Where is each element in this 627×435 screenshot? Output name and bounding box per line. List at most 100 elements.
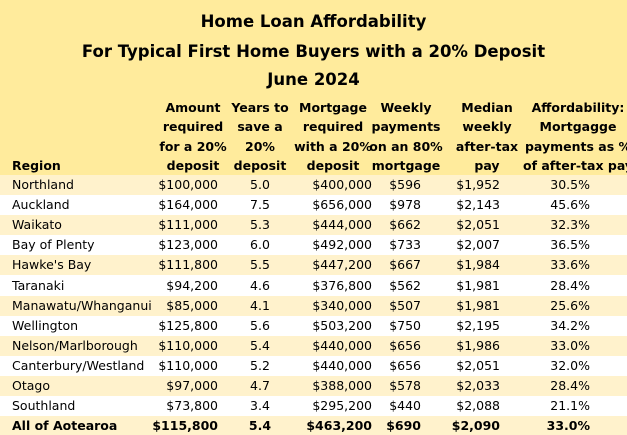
table-cell: 7.5 bbox=[250, 197, 270, 213]
row-background bbox=[0, 215, 627, 236]
table-cell: $440,000 bbox=[312, 357, 372, 373]
table-cell: Otago bbox=[12, 378, 50, 394]
table-cell: $340,000 bbox=[312, 297, 372, 313]
row-background bbox=[0, 195, 627, 216]
column-header: deposit bbox=[306, 158, 360, 173]
table-cell: $123,000 bbox=[158, 237, 218, 253]
table-cell: 5.5 bbox=[250, 257, 270, 273]
table-cell: Waikato bbox=[12, 217, 62, 233]
column-header: with a 20% bbox=[294, 138, 372, 154]
table-cell: 21.1% bbox=[550, 398, 590, 414]
table-cell: $388,000 bbox=[312, 378, 372, 394]
table-cell: 5.4 bbox=[248, 418, 272, 434]
table-cell: Canterbury/Westland bbox=[12, 357, 145, 373]
column-header: required bbox=[302, 119, 364, 135]
column-header: Weekly bbox=[380, 99, 432, 115]
table-cell: 45.6% bbox=[550, 197, 590, 213]
row-background bbox=[0, 396, 627, 417]
table-cell: $733 bbox=[389, 237, 421, 253]
column-header: pay bbox=[474, 158, 500, 173]
table-cell: $85,000 bbox=[166, 297, 218, 313]
header-background bbox=[0, 0, 627, 175]
column-header: save a bbox=[237, 119, 283, 135]
column-header: Affordability: bbox=[531, 99, 625, 115]
table-cell: $2,143 bbox=[456, 197, 500, 213]
column-header: deposit bbox=[166, 158, 220, 173]
table-cell: $73,800 bbox=[166, 398, 218, 414]
table-cell: $656,000 bbox=[312, 197, 372, 213]
table-cell: $100,000 bbox=[158, 177, 218, 193]
column-header: Region bbox=[12, 158, 61, 173]
table-cell: $2,051 bbox=[456, 357, 500, 373]
table-cell: $110,000 bbox=[158, 357, 218, 373]
column-header: after-tax bbox=[455, 138, 519, 154]
table-cell: 5.3 bbox=[250, 217, 270, 233]
column-header: Median bbox=[461, 99, 513, 115]
table-cell: $978 bbox=[389, 197, 421, 213]
row-background bbox=[0, 175, 627, 196]
row-background bbox=[0, 315, 627, 336]
table-cell: Manawatu/Whanganui bbox=[12, 297, 152, 313]
table-cell: $1,952 bbox=[456, 177, 500, 193]
table-cell: $1,981 bbox=[456, 297, 500, 313]
table-cell: Northland bbox=[12, 177, 74, 193]
table-cell: $2,033 bbox=[456, 378, 500, 394]
table-cell: 4.6 bbox=[250, 277, 270, 293]
table-cell: 5.6 bbox=[250, 317, 270, 333]
table-cell: $125,800 bbox=[158, 317, 218, 333]
table-cell: $1,981 bbox=[456, 277, 500, 293]
table-cell: 33.6% bbox=[550, 257, 590, 273]
table-cell: $667 bbox=[389, 257, 421, 273]
table-cell: 6.0 bbox=[250, 237, 270, 253]
table-cell: $97,000 bbox=[166, 378, 218, 394]
table-cell: Nelson/Marlborough bbox=[12, 337, 138, 353]
table-cell: 4.7 bbox=[250, 378, 270, 394]
column-header: Mortgage bbox=[299, 99, 367, 115]
column-header: of after-tax pay bbox=[522, 158, 627, 173]
table-cell: $690 bbox=[386, 418, 421, 434]
table-cell: 5.2 bbox=[250, 357, 270, 373]
table-cell: 34.2% bbox=[550, 317, 590, 333]
table-cell: $444,000 bbox=[312, 217, 372, 233]
table-cell: 4.1 bbox=[250, 297, 270, 313]
table-cell: Taranaki bbox=[12, 277, 65, 293]
table-cell: $440 bbox=[389, 398, 421, 414]
column-header: weekly bbox=[462, 119, 512, 135]
table-cell: All of Aotearoa bbox=[12, 418, 118, 434]
table-cell: 3.4 bbox=[250, 398, 270, 414]
column-header: Mortgagge bbox=[539, 119, 617, 135]
column-header: mortgage bbox=[371, 158, 441, 173]
table-cell: 33.0% bbox=[546, 418, 590, 434]
table-cell: $2,195 bbox=[456, 317, 500, 333]
table-cell: $440,000 bbox=[312, 337, 372, 353]
table-cell: $376,800 bbox=[312, 277, 372, 293]
row-background bbox=[0, 255, 627, 276]
column-header: payments as % bbox=[524, 138, 627, 154]
table-cell: Southland bbox=[12, 398, 76, 414]
table-cell: $447,200 bbox=[312, 257, 372, 273]
table-cell: 28.4% bbox=[550, 378, 590, 394]
table-cell: $656 bbox=[389, 357, 421, 373]
table-cell: 36.5% bbox=[550, 237, 590, 253]
table-cell: Hawke's Bay bbox=[12, 257, 92, 273]
table-cell: Bay of Plenty bbox=[12, 237, 95, 253]
table-cell: $110,000 bbox=[158, 337, 218, 353]
table-cell: $2,090 bbox=[451, 418, 500, 434]
table-cell: $111,800 bbox=[158, 257, 218, 273]
table-cell: $2,051 bbox=[456, 217, 500, 233]
row-background bbox=[0, 376, 627, 397]
table-cell: $507 bbox=[389, 297, 421, 313]
table-cell: $115,800 bbox=[152, 418, 218, 434]
table-cell: $750 bbox=[389, 317, 421, 333]
table-cell: $578 bbox=[389, 378, 421, 394]
column-header: required bbox=[162, 119, 224, 135]
column-header: on an 80% bbox=[369, 138, 443, 154]
row-background bbox=[0, 295, 627, 316]
title: Home Loan Affordability bbox=[200, 12, 427, 31]
column-header: for a 20% bbox=[159, 138, 227, 154]
row-background bbox=[0, 275, 627, 296]
table-cell: Auckland bbox=[12, 197, 70, 213]
table-cell: $596 bbox=[389, 177, 421, 193]
table-cell: 33.0% bbox=[550, 337, 590, 353]
